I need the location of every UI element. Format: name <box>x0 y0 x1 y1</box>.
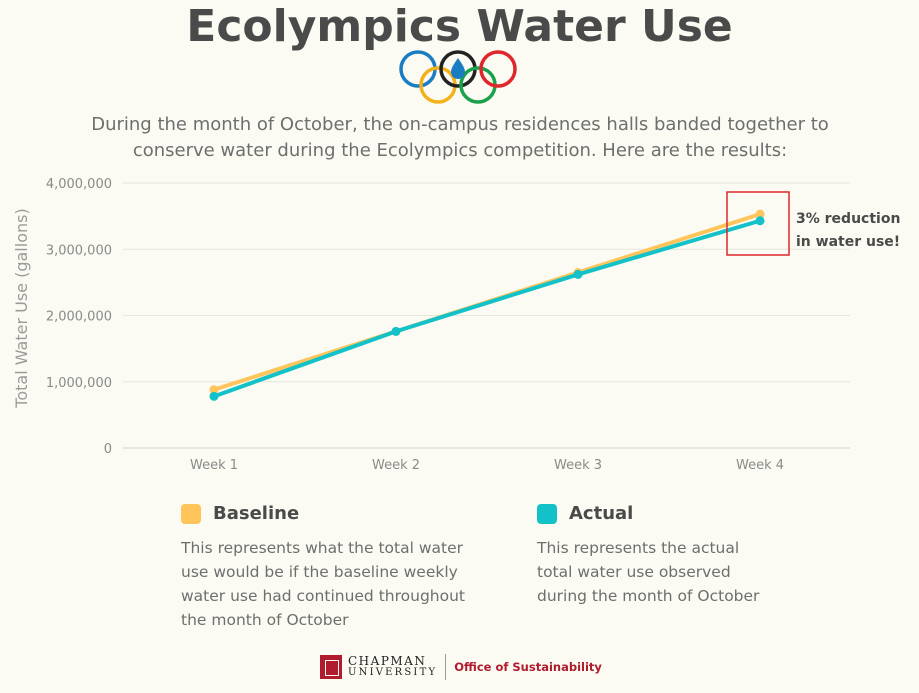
intro-line: conserve water during the Ecolympics com… <box>132 140 788 161</box>
desc-line: the month of October <box>181 611 349 629</box>
footer-divider <box>445 654 447 680</box>
logo-top-text: CHAPMAN <box>348 654 427 668</box>
legend-actual-label: Actual <box>569 503 634 524</box>
water-drop-icon <box>451 58 465 79</box>
legend-actual-description: This represents the actual total water u… <box>537 536 759 608</box>
footer: CHAPMAN UNIVERSITY Office of Sustainabil… <box>320 654 602 680</box>
data-point-baseline <box>209 385 219 395</box>
desc-line: during the month of October <box>537 587 760 605</box>
x-tick-label: Week 3 <box>554 458 602 473</box>
chapman-seal-icon <box>320 655 342 679</box>
logo-bottom-text: UNIVERSITY <box>348 667 438 678</box>
chart-series <box>209 209 765 401</box>
y-tick-label: 2,000,000 <box>46 310 112 325</box>
data-point-actual <box>755 216 765 226</box>
y-tick-label: 4,000,000 <box>46 177 112 192</box>
intro-line: During the month of October, the on-camp… <box>91 114 829 135</box>
legend-actual: Actual <box>537 503 633 524</box>
data-point-baseline <box>755 209 765 219</box>
y-tick-label: 1,000,000 <box>46 376 112 391</box>
page-title: Ecolympics Water Use <box>186 1 733 52</box>
x-tick-label: Week 1 <box>190 458 238 473</box>
olympic-rings-icon <box>399 50 517 104</box>
x-tick-label: Week 4 <box>736 458 784 473</box>
legend-baseline: Baseline <box>181 503 299 524</box>
highlight-box <box>726 191 790 256</box>
water-use-line-chart: 0 1,000,000 2,000,000 3,000,000 4,000,000 We… <box>12 177 900 473</box>
data-point-actual <box>209 391 219 401</box>
series-line-actual <box>212 218 762 399</box>
desc-line: use would be if the baseline weekly <box>181 563 458 581</box>
data-point-actual <box>391 326 401 336</box>
y-tick-labels: 0 1,000,000 2,000,000 3,000,000 4,000,000 <box>46 177 112 457</box>
office-name: Office of Sustainability <box>454 660 602 674</box>
intro-text: During the month of October, the on-camp… <box>60 112 860 164</box>
desc-line: This represents what the total water <box>181 539 463 557</box>
x-tick-labels: Week 1 Week 2 Week 3 Week 4 <box>190 458 784 473</box>
actual-swatch <box>537 503 557 524</box>
desc-line: total water use observed <box>537 563 731 581</box>
desc-line: water use had continued throughout <box>181 587 465 605</box>
desc-line: This represents the actual <box>537 539 740 557</box>
chapman-logo: CHAPMAN UNIVERSITY <box>348 654 438 678</box>
annotation-line1: 3% reduction <box>796 211 900 227</box>
legend-baseline-label: Baseline <box>213 503 300 524</box>
data-point-actual <box>573 269 583 279</box>
annotation-line2: in water use! <box>796 234 900 250</box>
legend-baseline-description: This represents what the total water use… <box>181 536 465 632</box>
x-tick-label: Week 2 <box>372 458 420 473</box>
y-tick-label: 0 <box>104 442 112 457</box>
y-tick-label: 3,000,000 <box>46 243 112 258</box>
chart-grid <box>123 182 850 449</box>
baseline-swatch <box>181 503 201 524</box>
y-axis-label: Total Water Use (gallons) <box>12 208 31 408</box>
